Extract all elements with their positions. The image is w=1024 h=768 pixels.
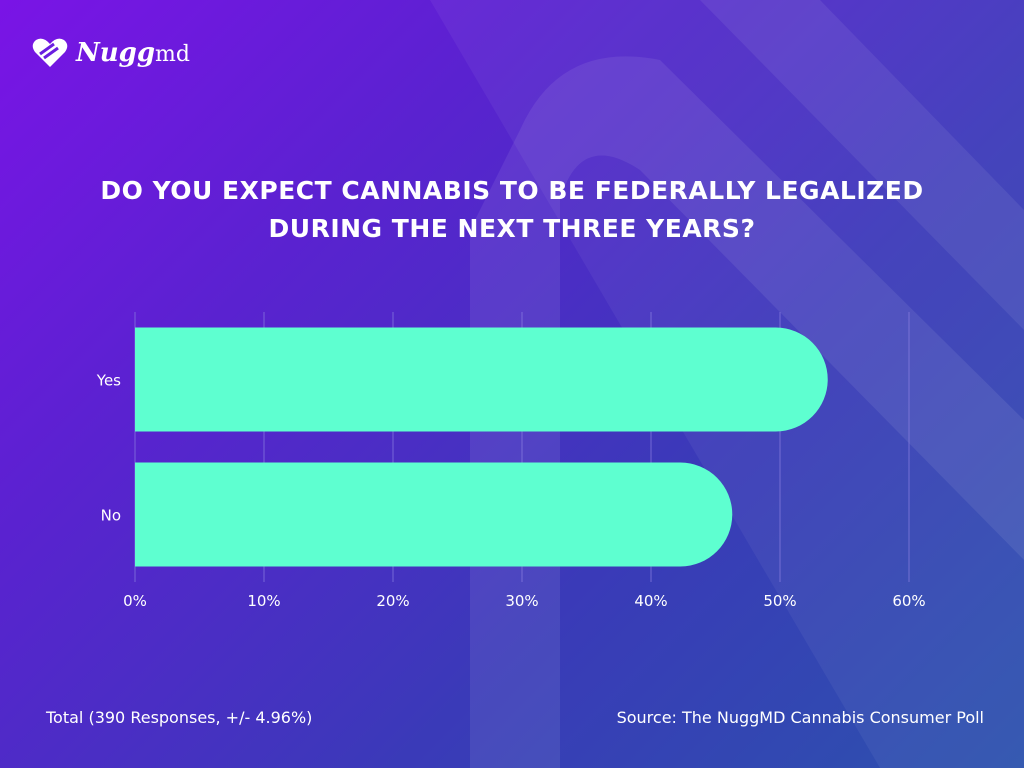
chart-title-line-2: DURING THE NEXT THREE YEARS? xyxy=(268,214,756,243)
x-tick-label: 30% xyxy=(505,592,538,610)
x-tick-label: 20% xyxy=(376,592,409,610)
x-tick-label: 0% xyxy=(123,592,147,610)
heart-logo-icon xyxy=(32,38,68,67)
chart-title: DO YOU EXPECT CANNABIS TO BE FEDERALLY L… xyxy=(0,172,1024,248)
x-tick-label: 60% xyxy=(892,592,925,610)
source-note: Source: The NuggMD Cannabis Consumer Pol… xyxy=(616,708,984,727)
x-tick-label: 50% xyxy=(763,592,796,610)
total-responses-note: Total (390 Responses, +/- 4.96%) xyxy=(46,708,313,727)
bar-no xyxy=(135,462,733,567)
category-label-yes: Yes xyxy=(96,372,121,390)
brand-logo: Nuggmd xyxy=(32,38,190,68)
bar-yes xyxy=(135,327,828,432)
brand-suffix: md xyxy=(155,42,190,67)
category-label-no: No xyxy=(101,507,121,525)
x-tick-label: 40% xyxy=(634,592,667,610)
chart-title-line-1: DO YOU EXPECT CANNABIS TO BE FEDERALLY L… xyxy=(100,176,924,205)
brand-name: Nuggmd xyxy=(76,38,190,68)
x-tick-label: 10% xyxy=(247,592,280,610)
